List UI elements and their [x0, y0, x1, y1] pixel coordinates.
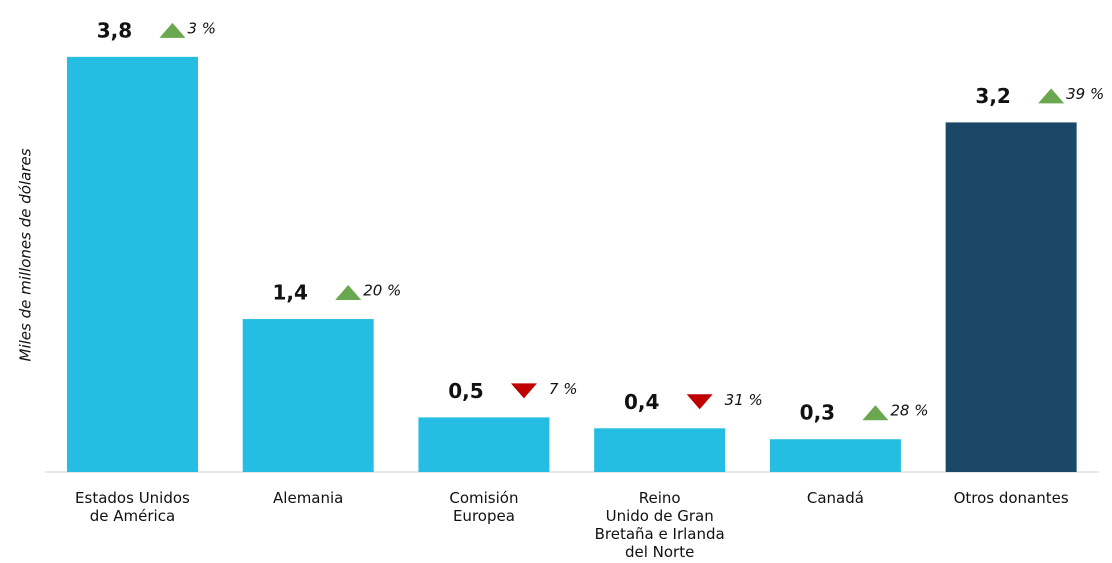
- x-tick-label-line: Bretaña e Irlanda: [595, 525, 725, 543]
- bar: [594, 428, 726, 472]
- up-arrow: [335, 285, 362, 301]
- y-axis-label: Miles de millones de dólares: [17, 148, 35, 361]
- change-label: 31 %: [725, 391, 763, 409]
- value-label: 3,2: [975, 84, 1010, 108]
- x-tick-label-line: Canadá: [807, 489, 864, 507]
- value-label: 3,8: [97, 18, 132, 42]
- x-tick-label: Alemania: [273, 489, 343, 507]
- value-label: 0,4: [624, 390, 659, 414]
- down-arrow: [510, 383, 537, 399]
- change-label: 3 %: [187, 19, 216, 37]
- x-tick-label: Estados Unidos de América: [75, 489, 190, 525]
- value-label: 1,4: [272, 281, 307, 305]
- change-label: 39 %: [1066, 85, 1104, 103]
- bar: [769, 439, 901, 472]
- change-label: 7 %: [549, 380, 578, 398]
- x-tick-label-line: de América: [90, 507, 175, 525]
- x-tick-label: Reino Unido de Gran Bretaña e Irlanda del N…: [595, 489, 725, 561]
- down-arrow: [686, 394, 713, 410]
- x-tick-label-line: Otros donantes: [954, 489, 1069, 507]
- x-tick-label-line: Estados Unidos: [75, 489, 190, 507]
- value-label: 0,3: [800, 401, 835, 425]
- up-arrow: [1038, 88, 1065, 104]
- x-tick-label: Comisión Europea: [449, 489, 518, 525]
- x-tick-label-line: Europea: [453, 507, 515, 525]
- x-tick-label: Otros donantes: [954, 489, 1069, 507]
- change-label: 20 %: [363, 282, 401, 300]
- bar: [242, 319, 374, 472]
- x-tick-label-line: Alemania: [273, 489, 343, 507]
- up-arrow: [862, 405, 889, 421]
- value-label: 0,5: [448, 379, 483, 403]
- change-label: 28 %: [890, 402, 928, 420]
- bar: [945, 122, 1077, 473]
- bar: [66, 56, 198, 472]
- x-tick-label: Canadá: [807, 489, 864, 507]
- x-tick-label-line: Unido de Gran: [606, 507, 714, 525]
- bar: [418, 417, 550, 472]
- x-tick-label-line: del Norte: [625, 543, 694, 561]
- x-tick-label-line: Reino: [639, 489, 681, 507]
- x-tick-label-line: Comisión: [449, 489, 518, 507]
- up-arrow: [159, 22, 186, 38]
